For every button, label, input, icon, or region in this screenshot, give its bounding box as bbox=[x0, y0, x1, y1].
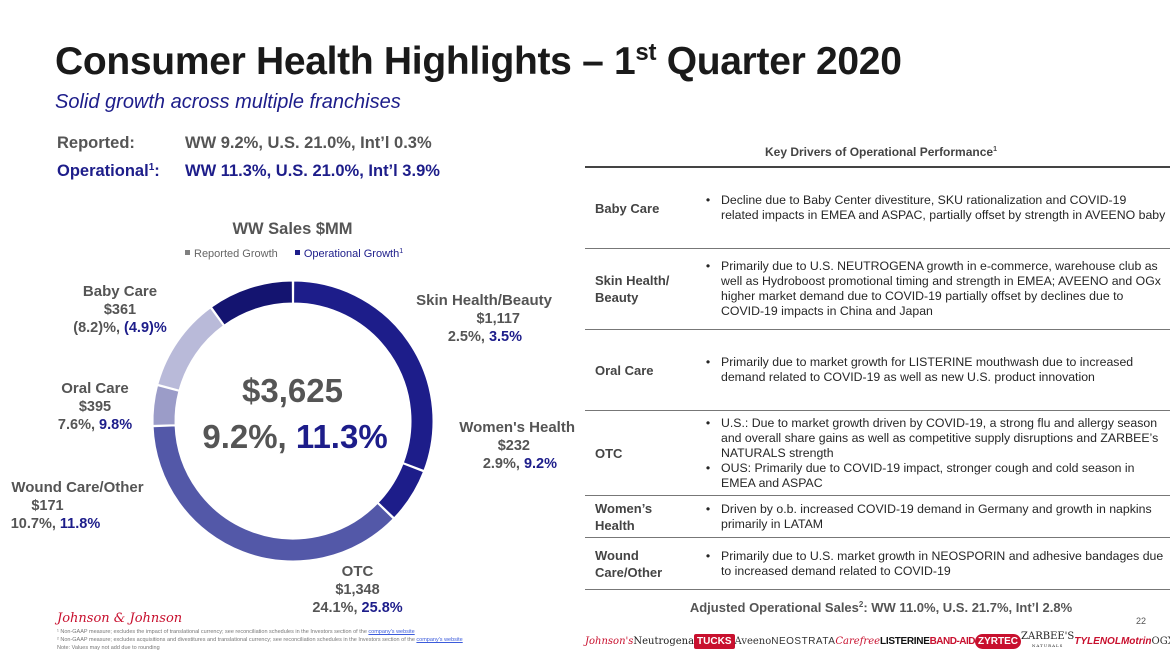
row-description: • Primarily due to market growth for LIST… bbox=[705, 355, 1134, 384]
table-row: Skin Health/ Beauty • Primarily due to U.… bbox=[585, 249, 1170, 330]
brand-logo-strip: Johnson's Neutrogena TUCKS Aveeno NEOSTR… bbox=[585, 631, 1170, 651]
footnote-3: Note: Values may not add due to rounding bbox=[57, 645, 160, 651]
row-description: • Driven by o.b. increased COVID-19 deman… bbox=[705, 501, 1152, 531]
page-title: Consumer Health Highlights – 1st Quarter… bbox=[55, 39, 902, 83]
brand-logo: Carefree bbox=[835, 635, 881, 647]
donut-segment-women-s-health bbox=[377, 463, 425, 519]
company-website-link[interactable]: company's website bbox=[416, 637, 463, 643]
drivers-table-title: Key Drivers of Operational Performance1 bbox=[765, 145, 997, 159]
table-row: Wound Care/Other • Primarily due to U.S. … bbox=[585, 538, 1170, 590]
table-row: OTC • U.S.: Due to market growth driven b… bbox=[585, 411, 1170, 496]
legend-reported: Reported Growth bbox=[185, 248, 278, 260]
reported-values: WW 9.2%, U.S. 21.0%, Int’l 0.3% bbox=[185, 134, 432, 152]
segment-label-oral-care: Oral Care $395 7.6%, 9.8% bbox=[57, 380, 133, 433]
row-category: Women’s Health bbox=[595, 500, 653, 533]
table-row: Women’s Health • Driven by o.b. increased… bbox=[585, 496, 1170, 538]
jnj-logo: Johnson & Johnson bbox=[57, 611, 183, 626]
footnote-1: ¹ Non-GAAP measure; excludes the impact … bbox=[57, 629, 415, 635]
table-row: Baby Care • Decline due to Baby Center di… bbox=[585, 168, 1170, 249]
brand-logo: NEOSTRATA bbox=[771, 635, 836, 647]
donut-segment-skin-health-beauty bbox=[293, 280, 434, 472]
legend-operational: Operational Growth1 bbox=[294, 248, 403, 260]
footnote-2: ² Non-GAAP measure; excludes acquisition… bbox=[57, 637, 463, 643]
row-description: • Primarily due to U.S. market growth in … bbox=[705, 548, 1164, 578]
brand-logo: OGX bbox=[1151, 635, 1170, 647]
row-category: OTC bbox=[595, 445, 623, 461]
operational-growth-row: Operational1: WW 11.3%, U.S. 21.0%, Int’l… bbox=[57, 162, 440, 181]
row-description: • Decline due to Baby Center divestiture,… bbox=[705, 193, 1166, 222]
row-description: • U.S.: Due to market growth driven by CO… bbox=[705, 415, 1159, 490]
row-category: Baby Care bbox=[595, 200, 660, 216]
row-description: • Primarily due to U.S. NEUTROGENA growth… bbox=[705, 259, 1161, 318]
legend-swatch-reported bbox=[185, 250, 190, 255]
brand-logo: Aveeno bbox=[734, 635, 772, 647]
operational-label: Operational1: bbox=[57, 162, 160, 180]
brand-logo: ZYRTEC bbox=[975, 633, 1022, 649]
chart-title: WW Sales $MM bbox=[232, 220, 353, 238]
legend-swatch-operational bbox=[294, 250, 300, 255]
donut-segment-wound-care-other bbox=[152, 385, 180, 426]
segment-label-skin-health: Skin Health/Beauty $1,117 2.5%, 3.5% bbox=[416, 292, 552, 345]
segment-label-baby-care: Baby Care $361 (8.2)%, (4.9)% bbox=[73, 283, 167, 336]
brand-logo: Motrin bbox=[1120, 635, 1152, 647]
donut-center-growth: 9.2%, 11.3% bbox=[202, 418, 388, 455]
reported-growth-row: Reported: WW 9.2%, U.S. 21.0%, Int’l 0.3% bbox=[57, 134, 432, 153]
segment-label-womens-health: Women's Health $232 2.9%, 9.2% bbox=[459, 419, 575, 472]
adjusted-operational-sales: Adjusted Operational Sales2: WW 11.0%, U… bbox=[689, 600, 1073, 615]
drivers-table: Baby Care • Decline due to Baby Center di… bbox=[585, 166, 1170, 590]
operational-values: WW 11.3%, U.S. 21.0%, Int’l 3.9% bbox=[185, 162, 440, 180]
donut-segment-oral-care bbox=[157, 307, 225, 391]
brand-logo: TUCKS bbox=[694, 633, 735, 649]
donut-segment-otc bbox=[152, 425, 394, 562]
brand-logo: LISTERINE bbox=[880, 635, 930, 647]
row-category: Oral Care bbox=[595, 362, 654, 378]
reported-label: Reported: bbox=[57, 134, 135, 152]
brand-logo: Neutrogena bbox=[633, 635, 695, 647]
brand-logo: Johnson's bbox=[585, 635, 634, 647]
brand-logo: TYLENOL bbox=[1074, 635, 1121, 647]
donut-center-total: $3,625 bbox=[242, 372, 343, 409]
company-website-link[interactable]: company's website bbox=[368, 629, 415, 635]
page-number: 22 bbox=[1136, 616, 1147, 626]
chart-legend: Reported Growth Operational Growth1 bbox=[185, 248, 403, 260]
table-row: Oral Care • Primarily due to market growt… bbox=[585, 330, 1170, 411]
donut-segment-baby-care bbox=[210, 280, 293, 326]
segment-label-wound-care: Wound Care/Other $171 10.7%, 11.8% bbox=[10, 479, 144, 532]
row-category: Wound Care/Other bbox=[595, 547, 663, 580]
brand-logo: BAND-AID bbox=[929, 635, 976, 647]
brand-logo: ZARBEE'S NATURALS bbox=[1021, 631, 1075, 649]
segment-label-otc: OTC $1,348 24.1%, 25.8% bbox=[312, 563, 403, 616]
page-subtitle: Solid growth across multiple franchises bbox=[55, 91, 401, 113]
row-category: Skin Health/ Beauty bbox=[595, 273, 670, 305]
